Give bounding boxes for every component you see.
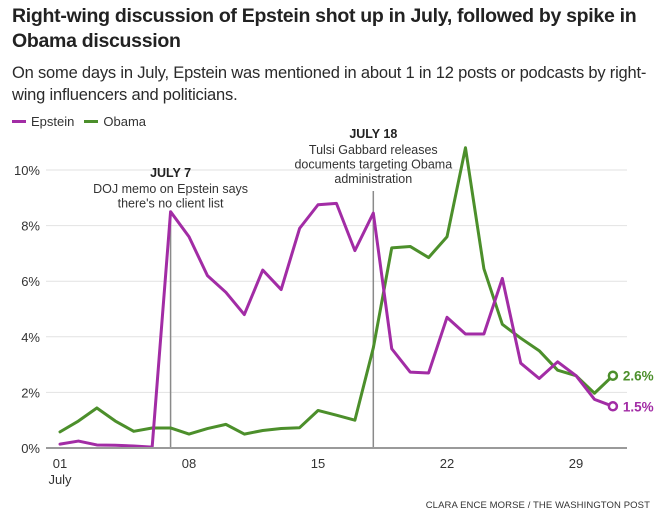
annotation-text: DOJ memo on Epstein says <box>93 182 248 196</box>
end-label-obama: 2.6% <box>623 369 654 384</box>
y-tick-label: 4% <box>21 330 40 345</box>
legend-swatch-obama <box>84 120 99 123</box>
credit-line: CLARA ENCE MORSE / THE WASHINGTON POST <box>425 500 650 511</box>
legend-swatch-epstein <box>12 120 26 123</box>
x-tick-label: 15 <box>311 456 325 471</box>
legend: Epstein Obama <box>12 114 156 129</box>
x-tick-label: 08 <box>182 456 196 471</box>
x-tick-label: 22 <box>440 456 454 471</box>
y-tick-label: 2% <box>21 385 40 400</box>
end-marker-obama <box>607 370 619 381</box>
annotation-text: documents targeting Obama <box>294 158 452 172</box>
annotation-heading: JULY 7 <box>150 166 191 180</box>
legend-label-obama: Obama <box>103 114 147 129</box>
end-marker-epstein <box>607 401 619 412</box>
y-tick-label: 10% <box>14 163 40 178</box>
legend-item-obama: Obama <box>84 114 146 129</box>
end-label-epstein: 1.5% <box>623 399 654 414</box>
annotation-text: administration <box>334 172 412 186</box>
annotation-text: Tulsi Gabbard releases <box>309 143 438 157</box>
legend-label-epstein: Epstein <box>31 114 75 129</box>
x-tick-sublabel: July <box>48 472 72 487</box>
x-tick-label: 01 <box>53 456 67 471</box>
series-line-epstein <box>58 201 615 449</box>
y-tick-label: 6% <box>21 274 40 289</box>
annotation-heading: JULY 18 <box>349 127 397 141</box>
x-tick-label: 29 <box>569 456 583 471</box>
y-tick-label: 0% <box>21 441 40 456</box>
chart-subtitle: On some days in July, Epstein was mentio… <box>12 64 647 104</box>
chart-title: Right-wing discussion of Epstein shot up… <box>12 5 637 52</box>
legend-item-epstein: Epstein <box>12 114 74 129</box>
y-tick-label: 8% <box>21 219 40 234</box>
annotation-text: there's no client list <box>118 197 224 211</box>
